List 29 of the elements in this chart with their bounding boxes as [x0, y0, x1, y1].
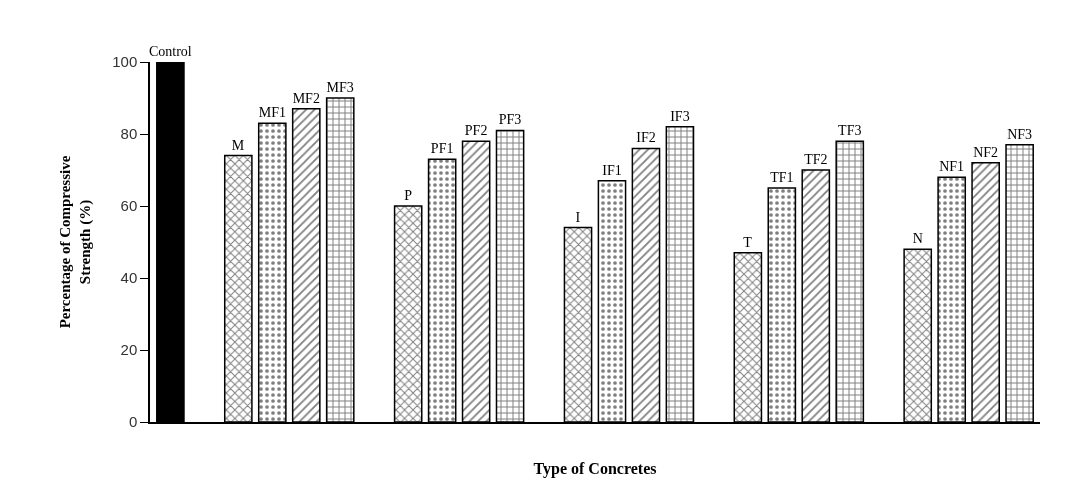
- y-tick-label: 40: [120, 269, 138, 287]
- x-axis-title: Type of Concretes: [533, 459, 657, 478]
- data-label: MF1: [258, 105, 286, 121]
- y-tick-label: 20: [120, 341, 138, 359]
- y-axis-title: Percentage of Compressive Strength (%): [57, 155, 94, 329]
- data-label: TF2: [804, 152, 828, 167]
- data-label: PF2: [464, 123, 488, 139]
- data-label: IF1: [602, 162, 622, 178]
- data-label: PF1: [430, 141, 454, 157]
- data-label: N: [912, 231, 923, 247]
- data-label: NF3: [1007, 126, 1033, 142]
- data-label: PF3: [498, 112, 522, 128]
- data-label: P: [404, 188, 413, 203]
- y-tick-label: 80: [120, 125, 138, 143]
- data-label: M: [231, 137, 245, 153]
- data-label: TF1: [770, 170, 794, 185]
- data-label: I: [575, 209, 581, 225]
- y-tick-label: 0: [128, 413, 138, 431]
- y-tick-label: 60: [120, 197, 138, 215]
- data-label: MF2: [292, 90, 320, 106]
- data-label: MF3: [326, 80, 354, 95]
- data-label: NF2: [973, 144, 999, 160]
- y-tick-label: 100: [112, 53, 138, 71]
- data-label: TF3: [838, 123, 862, 139]
- data-label: NF1: [939, 159, 965, 175]
- data-label: T: [743, 234, 753, 250]
- data-label: IF2: [636, 130, 656, 146]
- data-label: Control: [148, 44, 192, 59]
- data-label: IF3: [670, 108, 690, 124]
